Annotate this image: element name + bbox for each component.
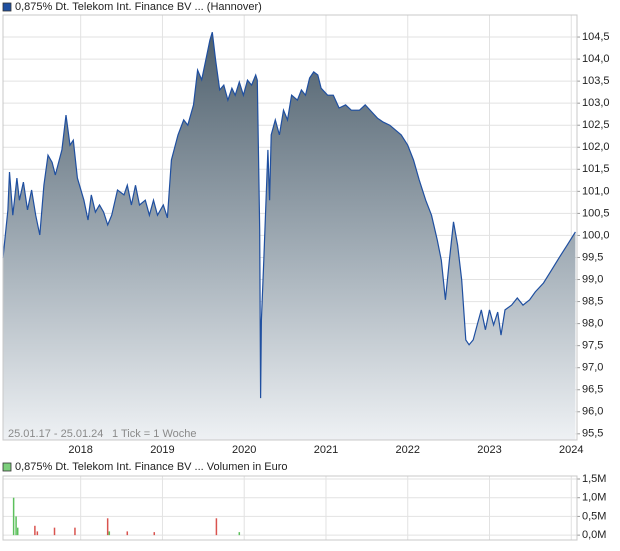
x-tick-label: 2018 [68, 444, 92, 456]
x-tick-label: 2021 [314, 444, 338, 456]
y-tick-label: 104,5 [582, 31, 610, 43]
y-tick-label: 102,5 [582, 119, 610, 131]
volume-bar [34, 525, 36, 536]
x-tick-label: 2020 [232, 444, 256, 456]
volume-bar [238, 532, 241, 536]
volume-bar [126, 531, 129, 536]
x-tick-label: 2022 [396, 444, 420, 456]
plot-border [2, 14, 578, 441]
volume-bar [153, 532, 156, 536]
y-tick-label: 102,0 [582, 141, 610, 153]
x-tick-label: 2019 [150, 444, 174, 456]
legend-swatch [2, 462, 12, 472]
tick-note: 1 Tick = 1 Woche [112, 428, 196, 440]
y-tick-label: 100,5 [582, 207, 610, 219]
y-tick-label: 104,0 [582, 53, 610, 65]
y-tick-label: 99,0 [582, 273, 603, 285]
volume-bar [74, 527, 76, 536]
volume-bar [12, 497, 15, 536]
y-tick-label: 1,0M [582, 492, 606, 504]
date-range: 25.01.17 - 25.01.24 [8, 428, 103, 440]
y-tick-label: 97,5 [582, 340, 603, 352]
legend-label: 0,875% Dt. Telekom Int. Finance BV ... V… [15, 461, 288, 473]
volume-bar [16, 527, 19, 536]
plot-background [3, 476, 577, 540]
volume-bar [215, 518, 218, 536]
volume-bar [53, 527, 56, 536]
x-tick-label: 2023 [477, 444, 501, 456]
y-tick-label: 0,0M [582, 529, 606, 541]
plot-border [2, 475, 578, 541]
y-tick-label: 103,5 [582, 75, 610, 87]
volume-bar [108, 531, 111, 536]
price-line [2, 32, 576, 399]
y-tick-label: 100,0 [582, 229, 610, 241]
volume-bar [36, 531, 39, 536]
y-tick-label: 0,5M [582, 510, 606, 522]
y-tick-label: 99,5 [582, 251, 603, 263]
y-tick-label: 95,5 [582, 428, 603, 440]
y-tick-label: 96,5 [582, 384, 603, 396]
y-tick-label: 101,5 [582, 163, 610, 175]
legend-label: 0,875% Dt. Telekom Int. Finance BV ... (… [15, 1, 262, 13]
y-tick-label: 97,0 [582, 362, 603, 374]
y-tick-label: 96,0 [582, 406, 603, 418]
y-tick-label: 1,5M [582, 473, 606, 485]
area-fill [3, 32, 576, 440]
y-tick-label: 98,0 [582, 318, 603, 330]
legend-swatch [2, 2, 12, 12]
volume-bar [15, 516, 17, 536]
y-tick-label: 98,5 [582, 295, 603, 307]
y-tick-label: 101,0 [582, 185, 610, 197]
x-tick-label: 2024 [559, 444, 583, 456]
volume-bar [106, 518, 109, 536]
y-tick-label: 103,0 [582, 97, 610, 109]
